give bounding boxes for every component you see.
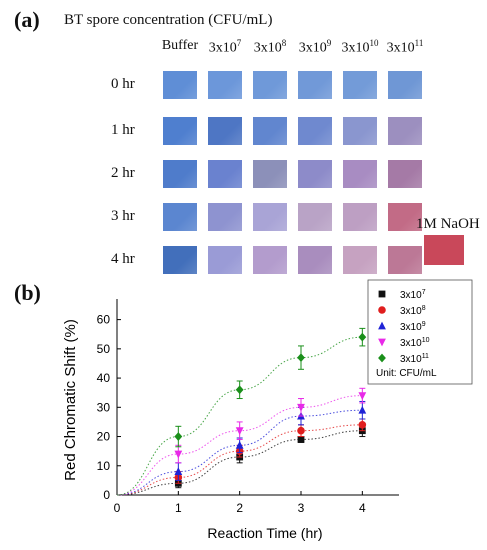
color-swatch xyxy=(343,203,377,231)
color-swatch xyxy=(163,246,197,274)
panel-b-label: (b) xyxy=(14,280,41,305)
panel-a-label: (a) xyxy=(14,7,40,32)
row-label: 4 hr xyxy=(111,251,135,267)
row-label: 3 hr xyxy=(111,208,135,224)
legend-label: 3x109 xyxy=(400,321,426,333)
color-swatch xyxy=(388,246,422,274)
data-point xyxy=(297,436,305,443)
y-tick-label: 40 xyxy=(97,371,111,385)
y-tick-label: 20 xyxy=(97,430,111,444)
color-swatch xyxy=(163,117,197,145)
data-point xyxy=(235,440,244,449)
y-tick-label: 50 xyxy=(97,342,111,356)
naoh-label: 1M NaOH xyxy=(416,216,480,232)
color-swatch xyxy=(253,246,287,274)
color-swatch xyxy=(343,71,377,99)
y-axis-label: Red Chromatic Shift (%) xyxy=(62,319,79,481)
column-header: 3x107 xyxy=(208,38,242,56)
color-swatch xyxy=(253,117,287,145)
color-swatch xyxy=(163,71,197,99)
color-swatch xyxy=(343,246,377,274)
legend-label: 3x108 xyxy=(400,305,426,317)
legend-unit-note: Unit: CFU/mL xyxy=(376,368,437,379)
color-swatch xyxy=(343,160,377,188)
color-swatch xyxy=(253,160,287,188)
legend-marker xyxy=(378,306,386,314)
legend-label: 3x1011 xyxy=(400,353,429,365)
color-swatch xyxy=(163,160,197,188)
data-point xyxy=(297,403,305,412)
naoh-swatch xyxy=(424,235,464,265)
data-point xyxy=(358,405,367,414)
row-label: 2 hr xyxy=(111,165,135,181)
data-point xyxy=(235,385,244,395)
column-header: Buffer xyxy=(161,38,199,53)
row-label: 0 hr xyxy=(111,76,135,92)
y-tick-label: 60 xyxy=(97,313,111,327)
series-fit-curve xyxy=(116,430,363,496)
x-tick-label: 1 xyxy=(175,501,182,515)
legend-marker xyxy=(378,321,386,330)
color-swatch xyxy=(343,117,377,145)
color-swatch xyxy=(298,246,332,274)
color-swatch xyxy=(253,71,287,99)
color-swatch xyxy=(388,117,422,145)
x-axis-label: Reaction Time (hr) xyxy=(207,525,322,541)
color-swatch xyxy=(388,160,422,188)
color-swatch xyxy=(298,117,332,145)
legend-marker xyxy=(378,353,386,363)
legend-label: 3x107 xyxy=(400,289,426,301)
data-point xyxy=(235,427,244,436)
color-swatch xyxy=(298,160,332,188)
x-tick-label: 3 xyxy=(298,501,305,515)
y-tick-label: 0 xyxy=(103,488,110,502)
series-fit-curve xyxy=(116,336,363,496)
x-tick-label: 4 xyxy=(359,501,366,515)
color-swatch xyxy=(208,246,242,274)
color-swatch xyxy=(208,160,242,188)
y-tick-label: 10 xyxy=(97,459,111,473)
y-tick-label: 30 xyxy=(97,400,111,414)
data-point xyxy=(297,353,305,363)
data-point xyxy=(358,392,367,401)
color-swatch xyxy=(298,203,332,231)
color-swatch xyxy=(388,71,422,99)
data-point xyxy=(297,426,305,435)
column-header: 3x109 xyxy=(298,38,332,56)
data-point xyxy=(358,421,367,429)
x-tick-label: 0 xyxy=(114,501,121,515)
column-header: 3x1011 xyxy=(386,38,424,56)
color-swatch xyxy=(208,203,242,231)
data-point xyxy=(174,450,183,459)
legend-marker xyxy=(378,290,386,298)
column-header: 3x1010 xyxy=(341,38,379,56)
color-swatch xyxy=(253,203,287,231)
color-swatch xyxy=(388,203,422,231)
row-label: 1 hr xyxy=(111,122,135,138)
column-header: 3x108 xyxy=(253,38,287,56)
legend-marker xyxy=(378,338,386,347)
x-tick-label: 2 xyxy=(236,501,243,515)
color-swatch xyxy=(298,71,332,99)
panel-a-title: BT spore concentration (CFU/mL) xyxy=(64,12,273,28)
data-point xyxy=(358,332,367,342)
color-swatch xyxy=(163,203,197,231)
legend-label: 3x1010 xyxy=(400,337,430,349)
color-swatch xyxy=(208,117,242,145)
data-point xyxy=(174,432,183,441)
color-swatch xyxy=(208,71,242,99)
data-point xyxy=(174,467,183,476)
